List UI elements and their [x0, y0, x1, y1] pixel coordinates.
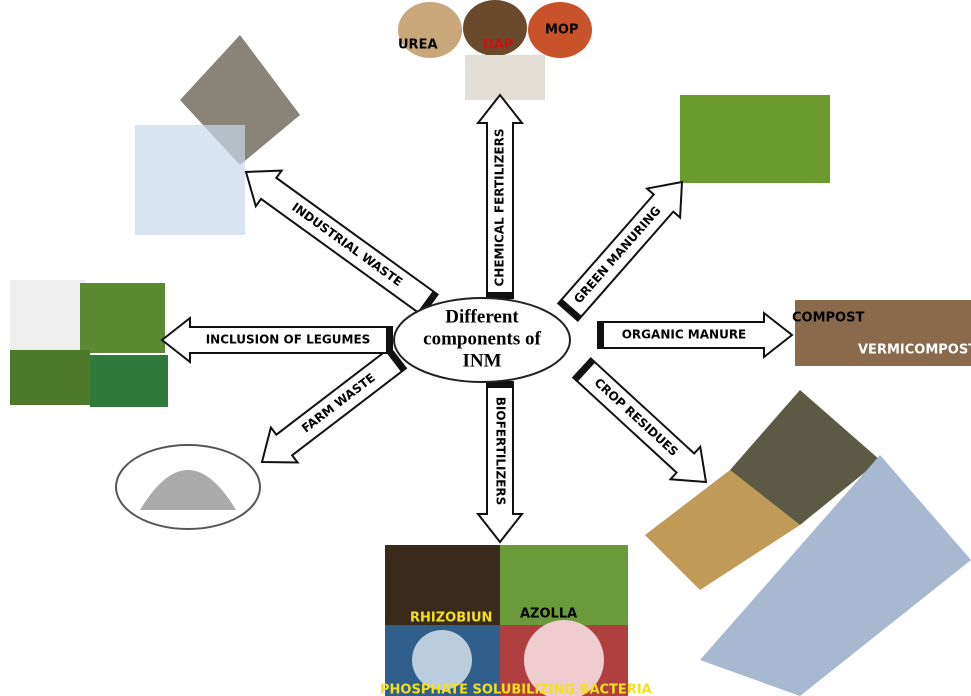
center-text: components of [423, 328, 541, 349]
arrow-label: CROP RESIDUES [592, 375, 681, 459]
legume-images [10, 280, 168, 407]
arrow-label: FARM WASTE [299, 370, 378, 435]
factory-image [135, 125, 245, 235]
diagram: UREA DAP MOP COMPOST VERMICOMPOST RHIZOB… [0, 0, 971, 696]
arrow-label: ORGANIC MANURE [622, 328, 747, 342]
arrow: INDUSTRIAL WASTE [233, 154, 443, 323]
center-text: INM [462, 350, 501, 371]
arrow-label: CHEMICAL FERTILIZERS [493, 128, 507, 286]
arrow: INCLUSION OF LEGUMES [162, 318, 392, 362]
arrow: FARM WASTE [249, 341, 412, 480]
fertilizer-label: UREA [398, 38, 438, 53]
arrow-label: INCLUSION OF LEGUMES [206, 333, 371, 347]
bio-label: AZOLLA [520, 607, 577, 622]
crop-residue-images [645, 390, 971, 696]
arrow: GREEN MANURING [551, 167, 698, 326]
manure-label: VERMICOMPOST [858, 343, 971, 358]
arrow-base [386, 327, 392, 353]
arrow-label: GREEN MANURING [571, 204, 663, 307]
arrow-base [487, 382, 513, 388]
arrow-label: BIOFERTILIZERS [494, 397, 508, 505]
arrow-base [598, 322, 604, 348]
arrow: ORGANIC MANURE [598, 313, 792, 357]
arrow-base [487, 292, 513, 298]
bio-label: PHOSPHATE SOLUBILIZING BACTERIA [380, 683, 652, 696]
arrow: BIOFERTILIZERS [478, 382, 522, 542]
center-text: Different [445, 306, 519, 327]
fertilizer-label: DAP [483, 38, 513, 53]
fertilizer-label: MOP [545, 23, 579, 38]
manure-label: COMPOST [792, 311, 864, 326]
arrow-label: INDUSTRIAL WASTE [289, 200, 405, 289]
bio-label: RHIZOBIUN [410, 611, 492, 626]
green-manure-image [680, 95, 830, 183]
arrow: CHEMICAL FERTILIZERS [478, 95, 522, 298]
arrow: CROP RESIDUES [567, 352, 721, 498]
